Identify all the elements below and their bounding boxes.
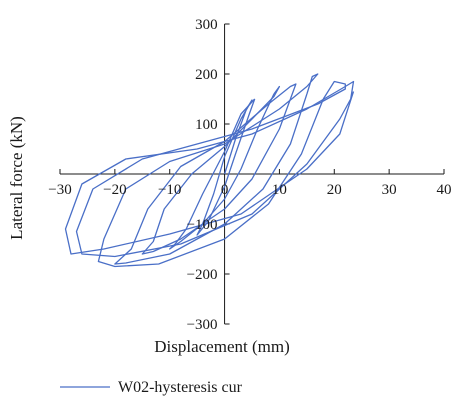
x-tick-label: 40 [437,182,452,198]
y-tick-label: −100 [187,217,218,233]
x-tick-label: −10 [158,182,181,198]
x-tick-label: 0 [221,182,229,198]
x-tick-label: −30 [48,182,71,198]
y-tick-label: −200 [187,267,218,283]
legend-label: W02-hysteresis cur [118,379,243,396]
legend: W02-hysteresis cur [60,379,243,396]
y-tick-label: −300 [187,317,218,333]
x-tick-label: 20 [327,182,342,198]
hysteresis-loop [114,83,308,265]
hysteresis-loop [141,85,292,255]
y-tick-label: 100 [195,117,218,133]
y-tick-label: 300 [195,17,218,33]
hysteresis-loop [169,93,275,250]
x-tick-label: −20 [103,182,126,198]
x-axis-title: Displacement (mm) [154,337,290,356]
x-tick-label: 10 [272,182,287,198]
hysteresis-loop [75,80,352,258]
y-tick-label: 200 [195,67,218,83]
y-axis-title: Lateral force (kN) [7,116,26,240]
series-layer [64,73,355,268]
hysteresis-loop [97,73,324,268]
x-tick-label: 30 [382,182,397,198]
hysteresis-loop [64,80,355,255]
